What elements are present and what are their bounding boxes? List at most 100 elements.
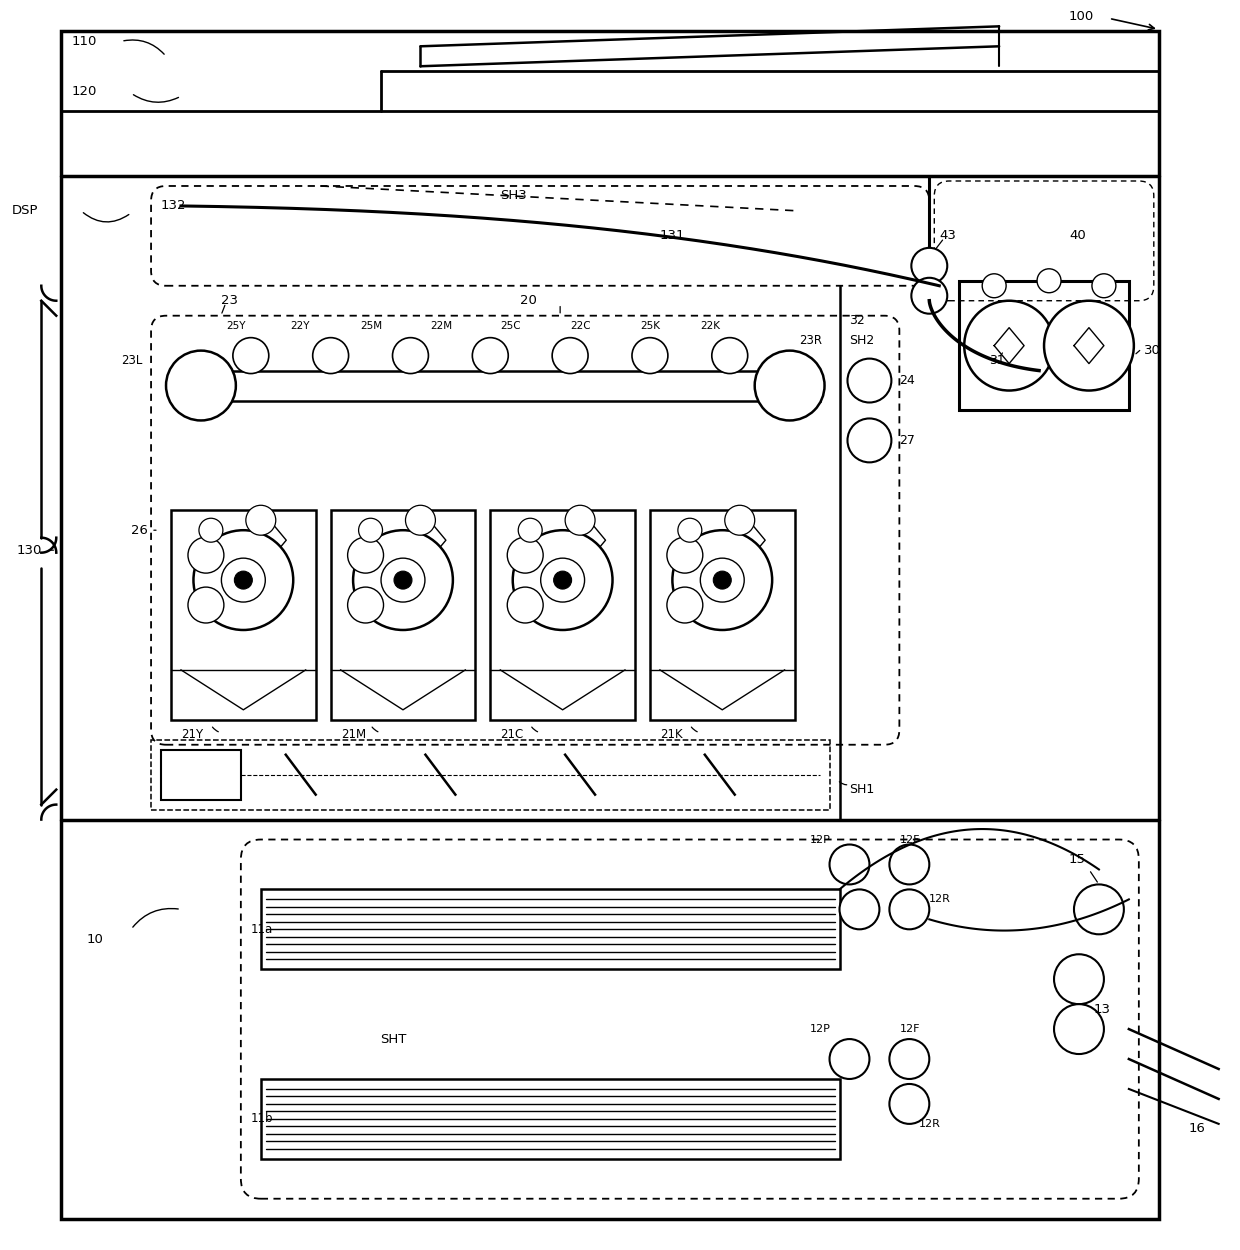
Text: 11a: 11a <box>250 922 273 936</box>
Text: 25Y: 25Y <box>226 321 246 331</box>
Circle shape <box>541 559 584 602</box>
Text: 22C: 22C <box>570 321 590 331</box>
Text: 43: 43 <box>939 229 956 242</box>
Circle shape <box>830 1039 869 1079</box>
Text: 12P: 12P <box>810 1024 831 1034</box>
Text: 21K: 21K <box>660 729 682 741</box>
Bar <box>61 31 1159 1219</box>
Text: 11b: 11b <box>250 1112 273 1125</box>
Text: 132: 132 <box>161 200 186 212</box>
Text: 12P: 12P <box>810 835 831 845</box>
Circle shape <box>713 571 732 589</box>
Circle shape <box>830 845 869 885</box>
Circle shape <box>889 845 929 885</box>
Text: 25M: 25M <box>361 321 383 331</box>
Circle shape <box>632 338 668 374</box>
Text: 20: 20 <box>521 294 537 308</box>
Text: 21Y: 21Y <box>181 729 203 741</box>
Circle shape <box>358 519 382 542</box>
Circle shape <box>193 530 293 630</box>
Circle shape <box>507 588 543 622</box>
Circle shape <box>347 538 383 572</box>
Circle shape <box>188 588 224 622</box>
Circle shape <box>839 890 879 929</box>
Text: 12F: 12F <box>899 1024 920 1034</box>
Circle shape <box>672 530 773 630</box>
Circle shape <box>393 338 429 374</box>
Circle shape <box>394 571 412 589</box>
Text: 12F: 12F <box>899 835 920 845</box>
Circle shape <box>847 419 892 462</box>
Circle shape <box>1037 269 1061 292</box>
Text: 21C: 21C <box>500 729 523 741</box>
Circle shape <box>222 559 265 602</box>
Text: 31: 31 <box>990 354 1004 367</box>
Text: 16: 16 <box>1189 1122 1205 1135</box>
Circle shape <box>1092 274 1116 298</box>
Bar <box>260 1079 839 1159</box>
Text: 120: 120 <box>71 85 97 98</box>
Circle shape <box>198 519 223 542</box>
Circle shape <box>701 559 744 602</box>
Text: 12R: 12R <box>919 1119 941 1129</box>
Text: SHT: SHT <box>381 1032 407 1045</box>
Text: 24: 24 <box>899 374 915 388</box>
Text: 110: 110 <box>71 35 97 48</box>
Circle shape <box>889 1084 929 1124</box>
Bar <box>151 740 830 810</box>
Circle shape <box>911 278 947 314</box>
Text: 32: 32 <box>849 314 866 328</box>
Text: 27: 27 <box>899 434 915 447</box>
Bar <box>331 510 475 720</box>
Circle shape <box>724 505 755 535</box>
Text: 12R: 12R <box>929 895 951 905</box>
Text: SH2: SH2 <box>849 334 874 348</box>
Text: 10: 10 <box>87 932 103 946</box>
Bar <box>260 890 839 969</box>
Circle shape <box>755 350 825 420</box>
Circle shape <box>188 538 224 572</box>
Circle shape <box>1044 301 1133 390</box>
Circle shape <box>678 519 702 542</box>
Circle shape <box>518 519 542 542</box>
Circle shape <box>553 571 572 589</box>
Text: 30: 30 <box>1143 344 1161 357</box>
Text: 22Y: 22Y <box>290 321 310 331</box>
Bar <box>171 370 820 400</box>
Text: 13: 13 <box>1094 1003 1111 1016</box>
Bar <box>490 510 635 720</box>
Circle shape <box>847 359 892 403</box>
Text: SH3: SH3 <box>500 190 527 202</box>
Circle shape <box>513 530 613 630</box>
Text: 21M: 21M <box>341 729 366 741</box>
Circle shape <box>1074 885 1123 934</box>
Text: 130: 130 <box>16 544 42 556</box>
Circle shape <box>166 350 236 420</box>
Circle shape <box>381 559 425 602</box>
Text: 15: 15 <box>1069 853 1086 866</box>
Circle shape <box>312 338 348 374</box>
Circle shape <box>889 1039 929 1079</box>
Text: 100: 100 <box>1069 10 1094 22</box>
Circle shape <box>1054 1004 1104 1054</box>
Text: 25K: 25K <box>640 321 660 331</box>
Bar <box>171 510 316 720</box>
Circle shape <box>405 505 435 535</box>
Text: SH1: SH1 <box>849 784 874 796</box>
Circle shape <box>667 588 703 622</box>
Text: 22K: 22K <box>699 321 720 331</box>
Circle shape <box>234 571 252 589</box>
Circle shape <box>552 338 588 374</box>
Bar <box>960 281 1128 410</box>
Circle shape <box>507 538 543 572</box>
Circle shape <box>353 530 453 630</box>
Circle shape <box>472 338 508 374</box>
Text: 22M: 22M <box>430 321 453 331</box>
Text: DSP: DSP <box>11 205 38 217</box>
Circle shape <box>982 274 1006 298</box>
Circle shape <box>667 538 703 572</box>
Circle shape <box>712 338 748 374</box>
Text: 26: 26 <box>131 524 148 536</box>
Text: 23L: 23L <box>122 354 143 367</box>
Text: 131: 131 <box>660 229 686 242</box>
